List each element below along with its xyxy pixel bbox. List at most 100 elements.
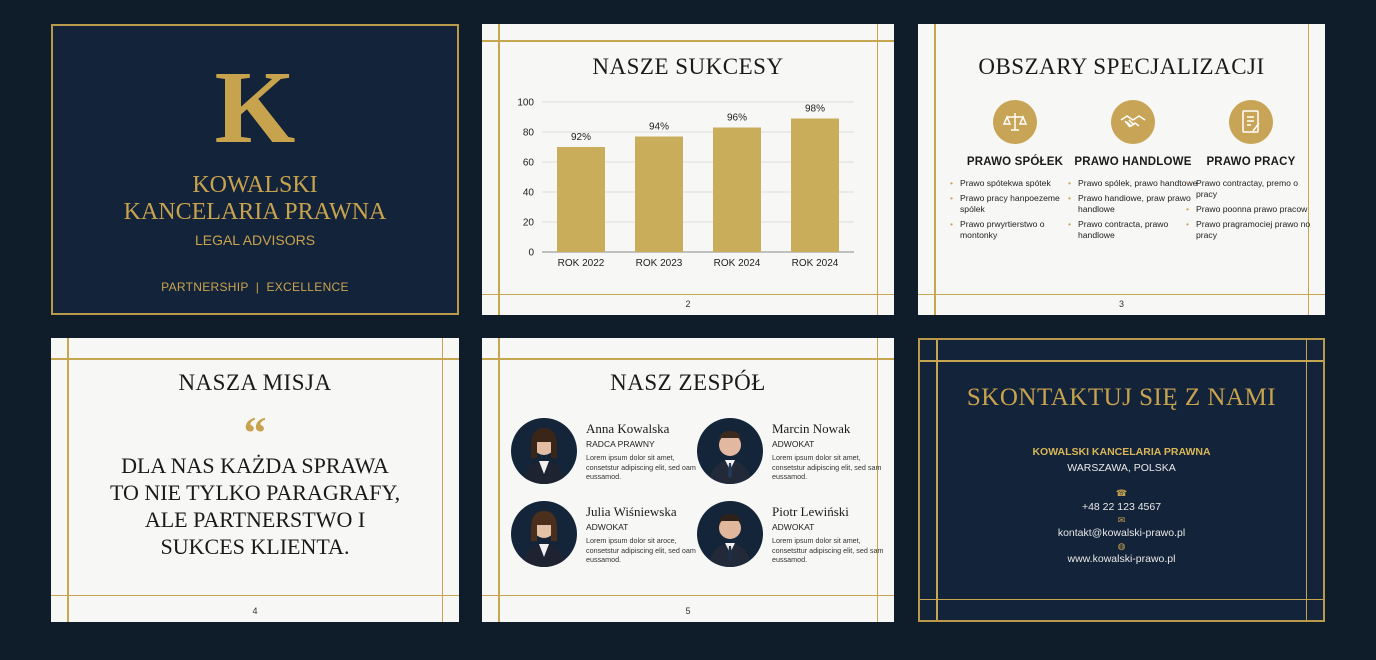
y-tick-label: 0 xyxy=(528,248,534,259)
team-member-card[interactable]: Anna Kowalska RADCA PRAWNY Lorem ipsum d… xyxy=(511,418,696,486)
member-role: RADCA PRAWNY xyxy=(586,439,655,449)
document-icon xyxy=(1229,100,1273,144)
gold-frame-line xyxy=(498,24,500,315)
member-role: ADWOKAT xyxy=(772,522,815,532)
contact-phone[interactable]: +48 22 123 4567 xyxy=(1081,501,1162,513)
member-role: ADWOKAT xyxy=(772,439,815,449)
member-name: Julia Wiśniewska xyxy=(586,504,677,519)
gold-frame-line xyxy=(51,358,459,360)
list-item: Prawo spólek, prawo handtowe xyxy=(1068,178,1198,189)
team-member-card[interactable]: Piotr Lewiński ADWOKAT Lorem ipsum dolor… xyxy=(697,501,883,569)
gold-frame-line xyxy=(920,360,1323,362)
bar xyxy=(557,147,605,252)
y-tick-label: 100 xyxy=(517,98,534,109)
member-description: Lorem ipsum dolor sit amet, consetsttur … xyxy=(772,536,884,564)
member-name: Piotr Lewiński xyxy=(772,504,849,519)
mail-icon: ✉ xyxy=(1117,515,1126,525)
mission-line: ALE PARTNERSTWO I xyxy=(144,507,366,532)
gold-frame-line xyxy=(51,594,459,596)
team-member-card[interactable]: Julia Wiśniewska ADWOKAT Lorem ipsum dol… xyxy=(511,501,696,569)
list-item: Prawo prwyrtierstwo o montonky xyxy=(950,219,1080,241)
slide-title: SKONTAKTUJ SIĘ Z NAMI xyxy=(966,384,1277,411)
quote-mark-icon: “ xyxy=(243,407,267,458)
slide-title: NASZE SUKCESY xyxy=(592,54,784,79)
member-name: Marcin Nowak xyxy=(772,421,851,436)
y-tick-label: 60 xyxy=(523,158,535,169)
bar xyxy=(635,136,683,252)
gold-frame-line xyxy=(936,340,938,620)
slide-title[interactable]: K KOWALSKI KANCELARIA PRAWNA LEGAL ADVIS… xyxy=(51,24,459,315)
mission-line: TO NIE TYLKO PARAGRAFY, xyxy=(109,480,401,505)
gold-frame-line xyxy=(876,24,878,315)
gold-frame-line xyxy=(441,338,443,622)
list-item: Prawo contracta, prawo handlowe xyxy=(1068,219,1198,241)
gold-frame-line xyxy=(920,598,1323,600)
team-member-card[interactable]: Marcin Nowak ADWOKAT Lorem ipsum dolor s… xyxy=(697,418,882,486)
gold-frame-line xyxy=(67,338,69,622)
list-item: Prawo pragramociej prawo no pracy xyxy=(1186,219,1316,241)
contact-firm-name: KOWALSKI KANCELARIA PRAWNA xyxy=(1032,446,1211,458)
page-number: 5 xyxy=(685,606,691,616)
globe-icon: ◍ xyxy=(1117,541,1126,551)
gold-frame-line xyxy=(498,338,500,622)
firm-name-line2: KANCELARIA PRAWNA xyxy=(123,199,387,225)
gold-frame-line xyxy=(482,293,894,295)
avatar-man xyxy=(697,501,763,567)
contact-email[interactable]: kontakt@kowalski-prawo.pl xyxy=(1057,527,1186,539)
column-heading: PRAWO SPÓŁEK xyxy=(966,156,1064,168)
y-tick-label: 80 xyxy=(523,128,535,139)
y-tick-label: 20 xyxy=(523,218,535,229)
gold-frame-line xyxy=(482,594,894,596)
contact-city: WARSZAWA, POLSKA xyxy=(1067,462,1176,474)
data-label: 96% xyxy=(727,113,747,124)
gold-frame-line xyxy=(918,293,1325,295)
specialization-column: PRAWO SPÓŁEK Prawo spótekwa spótek Prawo… xyxy=(950,100,1080,245)
mission-line: SUKCES KLIENTA. xyxy=(160,534,350,559)
phone-icon: ☎ xyxy=(1115,488,1128,498)
list-item: Prawo pracy hanpoezeme spólek xyxy=(950,193,1080,215)
page-number: 2 xyxy=(685,299,691,309)
monogram-logo: K xyxy=(214,50,296,165)
data-label: 94% xyxy=(649,122,669,133)
mission-line: DLA NAS KAŻDA SPRAWA xyxy=(121,453,389,478)
x-tick-label: ROK 2023 xyxy=(636,258,683,269)
gold-frame-line xyxy=(876,338,878,622)
data-label: 98% xyxy=(805,104,825,115)
slide-title: OBSZARY SPECJALIZACJI xyxy=(978,54,1265,79)
avatar-woman xyxy=(511,418,577,484)
list-item: Prawo spótekwa spótek xyxy=(950,178,1080,189)
slide-contact[interactable]: SKONTAKTUJ SIĘ Z NAMI KOWALSKI KANCELARI… xyxy=(918,338,1325,622)
specialization-column: PRAWO HANDLOWE Prawo spólek, prawo handt… xyxy=(1068,100,1198,245)
contact-website[interactable]: www.kowalski-prawo.pl xyxy=(1067,553,1176,565)
member-description: Lorem ipsum dolor sit amet, consetstur a… xyxy=(586,453,696,481)
slide-team[interactable]: NASZ ZESPÓŁ Anna Kowalska RADCA PRAWNY L… xyxy=(482,338,894,622)
motto: PARTNERSHIP | EXCELLENCE xyxy=(161,280,349,294)
slide-mission[interactable]: NASZA MISJA “ DLA NAS KAŻDA SPRAWA TO NI… xyxy=(51,338,459,622)
page-number: 3 xyxy=(1118,299,1124,309)
column-heading: PRAWO HANDLOWE xyxy=(1074,156,1192,168)
page-number: 4 xyxy=(252,606,258,616)
avatar-woman xyxy=(511,501,577,567)
list-item: Prawo contractay, premo o pracy xyxy=(1186,178,1316,200)
member-name: Anna Kowalska xyxy=(586,421,670,436)
mission-statement: DLA NAS KAŻDA SPRAWA TO NIE TYLKO PARAGR… xyxy=(51,452,459,560)
slide-specializations[interactable]: OBSZARY SPECJALIZACJI PRAWO SPÓŁEK Prawo… xyxy=(918,24,1325,315)
scales-icon xyxy=(993,100,1037,144)
avatar-man xyxy=(697,418,763,484)
bar xyxy=(713,127,761,252)
slide-successes[interactable]: NASZE SUKCESY 0 20 40 60 80 100 92% ROK 2022 94%… xyxy=(482,24,894,315)
member-role: ADWOKAT xyxy=(586,522,629,532)
bar xyxy=(791,118,839,252)
y-tick-label: 40 xyxy=(523,188,535,199)
x-tick-label: ROK 2022 xyxy=(558,258,605,269)
x-tick-label: ROK 2024 xyxy=(792,258,839,269)
tagline: LEGAL ADVISORS xyxy=(194,232,316,248)
member-description: Lorem ipsum dolor sit aroce, consetstur … xyxy=(586,536,696,564)
data-label: 92% xyxy=(571,132,591,143)
slide-title: NASZA MISJA xyxy=(178,370,332,395)
specialization-column: PRAWO PRACY Prawo contractay, premo o pr… xyxy=(1186,100,1316,245)
member-description: Lorem ipsum dolor sit amet, consetstur a… xyxy=(772,453,882,481)
gold-frame-line xyxy=(1305,340,1307,620)
gold-frame-line xyxy=(482,358,894,360)
success-bar-chart: 0 20 40 60 80 100 92% ROK 2022 94% ROK 2023 96% ROK… xyxy=(517,98,854,269)
